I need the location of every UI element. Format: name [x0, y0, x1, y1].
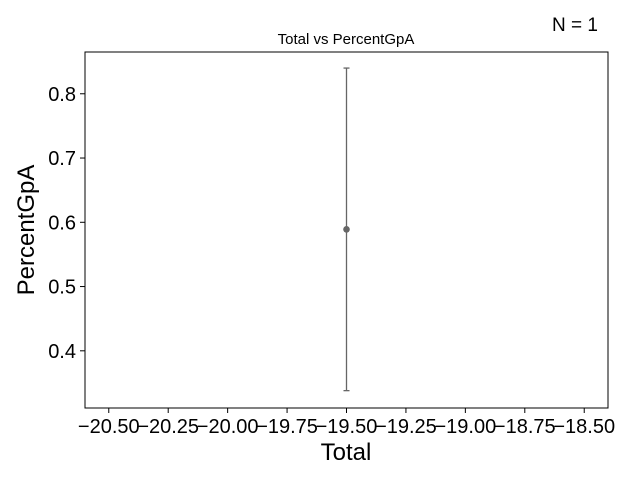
- y-axis-label: PercentGpA: [13, 165, 40, 296]
- x-tick-label: −19.50: [316, 416, 378, 438]
- x-tick-label: −19.00: [434, 416, 496, 438]
- y-tick-label: 0.7: [48, 148, 76, 170]
- x-axis-ticks: −20.50−20.25−20.00−19.75−19.50−19.25−19.…: [78, 408, 615, 438]
- y-axis-ticks: 0.4 0.5 0.6 0.7 0.8: [48, 84, 85, 363]
- n-annotation: N = 1: [552, 15, 598, 36]
- data-marks: [343, 67, 350, 392]
- x-tick-label: −20.00: [197, 416, 259, 438]
- y-tick-label: 0.4: [48, 341, 76, 363]
- x-tick-label: −18.75: [494, 416, 556, 438]
- y-tick-label: 0.8: [48, 84, 76, 106]
- x-tick-label: −18.50: [553, 416, 615, 438]
- x-tick-label: −20.25: [137, 416, 199, 438]
- x-tick-label: −19.75: [256, 416, 318, 438]
- x-tick-label: −20.50: [78, 416, 140, 438]
- y-tick-label: 0.6: [48, 212, 76, 234]
- chart-title: Total vs PercentGpA: [278, 31, 415, 48]
- y-tick-label: 0.5: [48, 277, 76, 299]
- x-axis-label: Total: [321, 439, 372, 466]
- x-tick-label: −19.25: [375, 416, 437, 438]
- data-point: [343, 226, 350, 233]
